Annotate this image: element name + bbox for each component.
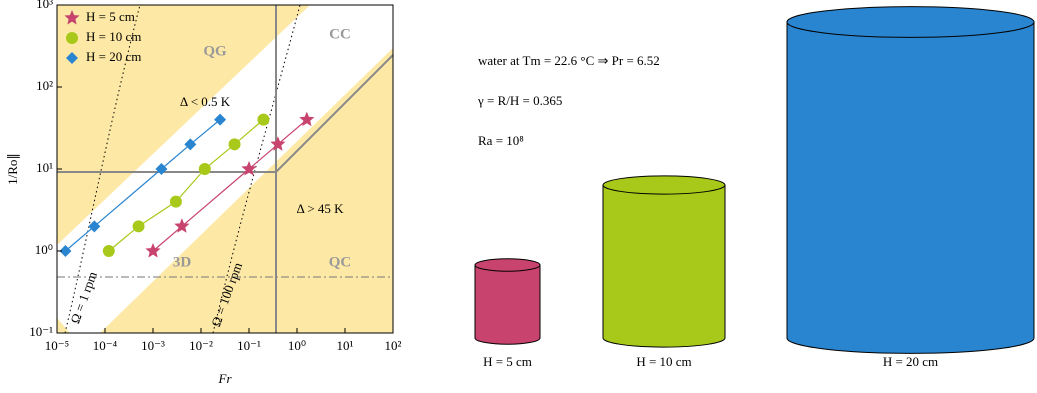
region-label: QG — [203, 43, 227, 59]
y-axis-label: 1/Ro∥ — [5, 153, 20, 185]
note: Ra = 10⁸ — [478, 133, 524, 148]
cylinder-label: H = 5 cm — [483, 354, 532, 369]
cylinder — [602, 184, 726, 348]
x-tick-label: 10² — [385, 338, 402, 353]
x-tick-label: 10⁰ — [288, 338, 306, 353]
star-marker — [299, 111, 315, 127]
y-tick-label: 10¹ — [36, 160, 53, 175]
y-tick-label: 10⁻¹ — [29, 324, 53, 339]
x-tick-label: 10¹ — [337, 338, 354, 353]
trend-line — [108, 119, 264, 252]
circle-marker — [198, 163, 211, 175]
note: γ = R/H = 0.365 — [477, 93, 562, 108]
star-marker — [270, 136, 286, 151]
cylinder-label: H = 20 cm — [883, 354, 938, 369]
region-label: Δ > 45 K — [296, 201, 344, 216]
star-marker — [174, 218, 190, 233]
diamond-marker — [66, 52, 78, 64]
legend-label: H = 20 cm — [86, 49, 141, 64]
cylinder — [474, 264, 541, 345]
star-marker — [64, 10, 80, 25]
circle-marker — [228, 138, 241, 151]
x-tick-label: 10⁻⁴ — [93, 338, 118, 353]
x-tick-label: 10⁻¹ — [237, 338, 261, 353]
circle-marker — [169, 195, 182, 208]
cylinder-label: H = 10 cm — [636, 354, 691, 369]
diamond-marker — [184, 138, 197, 151]
y-tick-label: 10² — [36, 78, 53, 93]
diamond-marker — [88, 220, 101, 233]
region-label: 3D — [173, 254, 192, 270]
diamond-marker — [59, 245, 72, 257]
plot: H = 5 cm H = 10 cm H = 20 cm — [59, 9, 315, 258]
cylinder-top — [474, 258, 541, 272]
diamond-marker — [155, 163, 168, 175]
x-tick-label: 10⁻⁵ — [45, 338, 69, 353]
x-tick-label: 10⁻³ — [141, 338, 165, 353]
y-tick-label: 10⁰ — [35, 242, 53, 257]
circle-marker — [132, 220, 145, 233]
cylinder-top — [786, 6, 1035, 38]
legend-label: H = 10 cm — [86, 29, 141, 44]
cc-band — [57, 5, 393, 333]
x-tick-label: 10⁻² — [189, 338, 213, 353]
diamond-marker — [214, 113, 227, 126]
star-marker — [145, 243, 161, 258]
region-label: Δ < 0.5 K — [180, 94, 231, 109]
y-tick-label: 10³ — [36, 0, 53, 11]
circle-marker — [257, 113, 270, 126]
region-label: QC — [329, 254, 352, 270]
circle-marker — [66, 32, 78, 44]
circle-marker — [102, 245, 115, 257]
regime-boundary — [57, 54, 394, 173]
star-marker — [241, 161, 257, 176]
cylinder-top — [602, 175, 726, 195]
legend-label: H = 5 cm — [86, 9, 135, 24]
x-axis-label: Fr — [218, 371, 233, 386]
omega-1-line — [64, 4, 141, 334]
note: water at Tm = 22.6 °C ⇒ Pr = 6.52 — [478, 53, 660, 68]
cylinder — [786, 21, 1035, 354]
region-label: CC — [329, 26, 351, 42]
